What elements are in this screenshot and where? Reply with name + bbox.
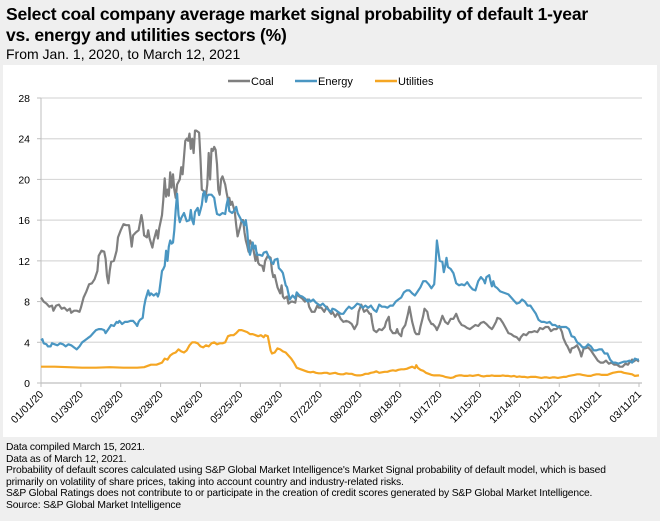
y-tick-label: 12 bbox=[18, 256, 30, 268]
x-tick-label: 06/23/20 bbox=[248, 389, 285, 426]
y-tick-label: 8 bbox=[24, 297, 30, 309]
x-tick-label: 09/18/20 bbox=[368, 389, 405, 426]
x-tick-label: 03/28/20 bbox=[128, 389, 165, 426]
gridlines bbox=[41, 97, 642, 343]
legend-label-utilities: Utilities bbox=[398, 76, 434, 88]
chart-subtitle: From Jan. 1, 2020, to March 12, 2021 bbox=[6, 46, 241, 62]
footnotes: Data compiled March 15, 2021. Data as of… bbox=[6, 442, 656, 512]
y-axis: 0 4 8 12 16 20 24 28 bbox=[18, 93, 42, 390]
y-tick-label: 24 bbox=[18, 134, 30, 146]
chart-title: Select coal company average market signa… bbox=[6, 4, 656, 46]
x-tick-label: 12/14/20 bbox=[487, 389, 524, 426]
note-disclaimer: S&P Global Ratings does not contribute t… bbox=[6, 488, 593, 500]
series-line-energy bbox=[40, 190, 639, 365]
x-tick-label: 01/01/20 bbox=[9, 389, 46, 426]
x-tick-label: 05/25/20 bbox=[208, 389, 245, 426]
x-axis: 01/01/20 01/30/20 02/28/20 03/28/20 04/26/20… bbox=[9, 382, 644, 426]
note-data-as-of: Data as of March 12, 2021. bbox=[6, 453, 127, 465]
x-tick-label: 03/11/21 bbox=[607, 389, 644, 426]
series-line-utilities bbox=[41, 329, 640, 379]
note-source: Source: S&P Global Market Intelligence bbox=[6, 499, 181, 511]
legend: Coal Energy Utilities bbox=[228, 76, 434, 88]
note-methodology-1: Probability of default scores calculated… bbox=[6, 465, 606, 477]
x-tick-label: 08/20/20 bbox=[328, 389, 365, 426]
y-tick-label: 28 bbox=[18, 93, 30, 105]
legend-label-coal: Coal bbox=[251, 76, 274, 88]
series-line-coal bbox=[40, 129, 640, 368]
x-tick-label: 10/17/20 bbox=[407, 389, 444, 426]
note-compiled: Data compiled March 15, 2021. bbox=[6, 442, 145, 453]
x-tick-label: 02/10/21 bbox=[567, 389, 604, 426]
series-lines bbox=[40, 129, 640, 379]
x-tick-label: 01/30/20 bbox=[49, 389, 86, 426]
note-methodology-2: primarily on volatility of share prices,… bbox=[6, 476, 404, 488]
x-tick-label: 02/28/20 bbox=[88, 389, 125, 426]
legend-label-energy: Energy bbox=[318, 76, 353, 88]
y-tick-label: 0 bbox=[24, 378, 30, 390]
y-tick-label: 16 bbox=[18, 215, 30, 227]
y-tick-label: 4 bbox=[24, 337, 30, 349]
x-tick-label: 11/15/20 bbox=[448, 389, 485, 426]
chart-title-line-2: vs. energy and utilities sectors (%) bbox=[6, 25, 287, 45]
chart-panel bbox=[3, 65, 657, 437]
x-tick-label: 01/12/21 bbox=[527, 389, 564, 426]
x-tick-label: 07/22/20 bbox=[288, 389, 325, 426]
y-tick-label: 20 bbox=[18, 174, 30, 186]
chart-title-line-1: Select coal company average market signa… bbox=[6, 4, 588, 24]
x-tick-label: 04/26/20 bbox=[168, 389, 205, 426]
